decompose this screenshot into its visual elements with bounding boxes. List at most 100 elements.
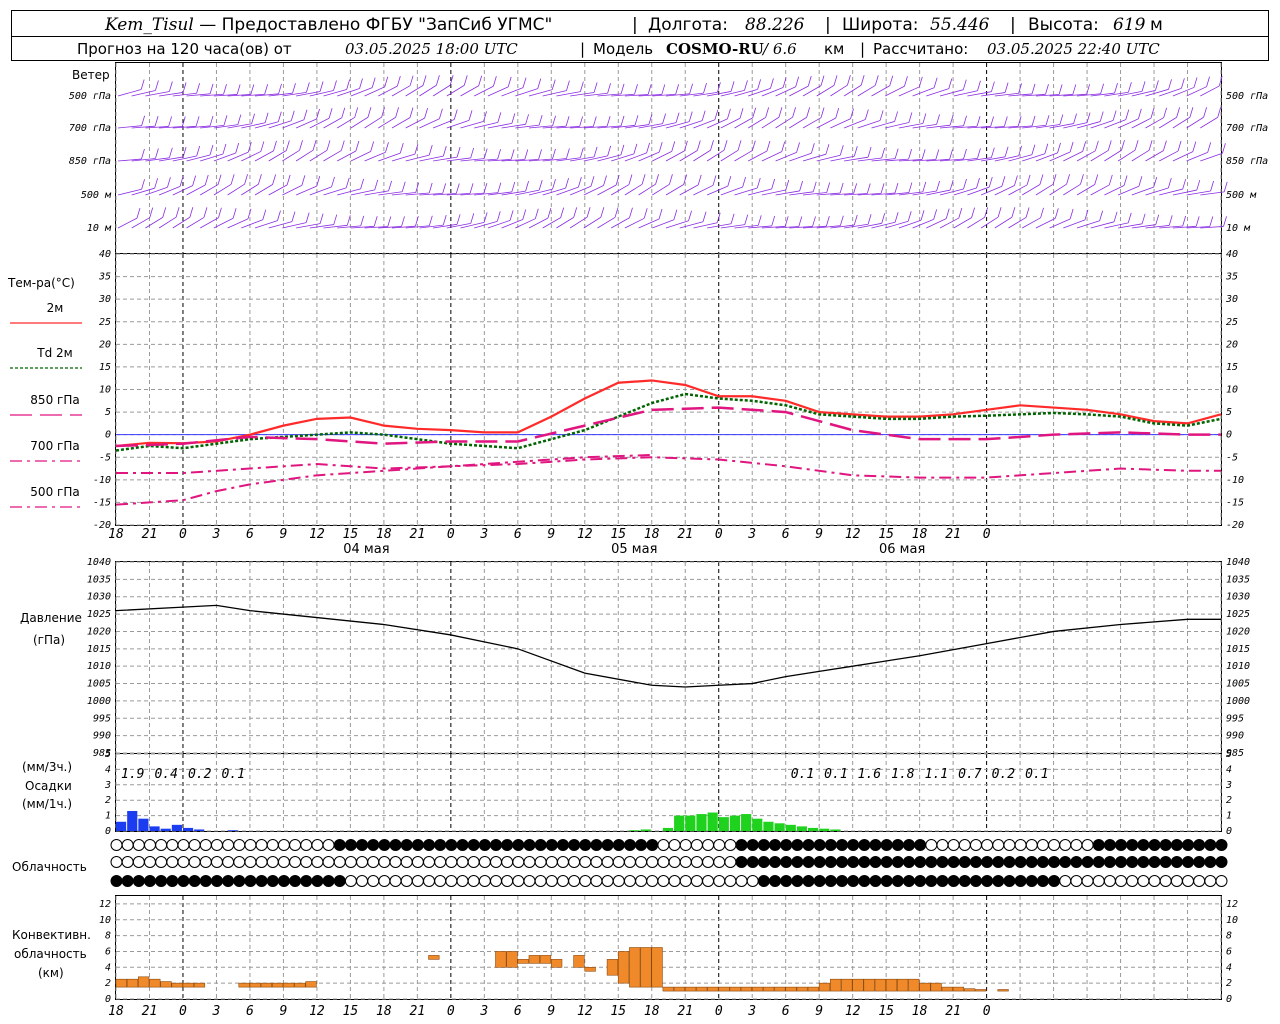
wind-barb bbox=[1063, 219, 1086, 229]
wind-barb bbox=[898, 86, 920, 97]
convective-bar bbox=[740, 986, 753, 992]
cloud-symbol bbox=[1103, 839, 1116, 851]
cloud-symbol bbox=[936, 875, 949, 887]
cloud-symbol bbox=[735, 839, 748, 851]
cloud-symbol bbox=[1115, 856, 1128, 868]
wind-barb-feather bbox=[189, 207, 194, 218]
wind-barb bbox=[885, 85, 905, 97]
wind-barb bbox=[1145, 88, 1169, 97]
wind-barb bbox=[391, 192, 416, 196]
wind-barb-feather bbox=[510, 149, 515, 160]
cloud-symbol bbox=[478, 856, 491, 868]
wind-barb bbox=[515, 218, 536, 229]
cloud-symbol bbox=[322, 839, 335, 851]
conv-ytick-right: 4 bbox=[1226, 962, 1232, 973]
wind-barb-feather bbox=[552, 148, 556, 160]
wind-barb bbox=[296, 91, 321, 97]
cloud-symbol bbox=[244, 839, 257, 851]
cloud-symbol bbox=[746, 856, 759, 868]
wind-barb-feather bbox=[607, 83, 611, 94]
wind-barb-feather bbox=[1182, 215, 1187, 227]
cloud-symbol bbox=[590, 875, 603, 887]
pressure-ytick: 1020 bbox=[87, 626, 111, 637]
wind-barb bbox=[337, 150, 357, 162]
wind-barb bbox=[693, 91, 718, 97]
wind-barb-feather bbox=[1150, 108, 1155, 119]
cloud-symbol bbox=[445, 856, 458, 868]
legend-label: 700 гПа bbox=[30, 439, 79, 453]
cloud-symbol bbox=[579, 875, 592, 887]
cloud-symbol bbox=[489, 856, 502, 868]
temp-ytick-right: 0 bbox=[1226, 430, 1232, 441]
precip-bar bbox=[819, 828, 830, 831]
wind-barb bbox=[117, 158, 142, 162]
cloud-symbol bbox=[266, 875, 279, 887]
wind-barb bbox=[117, 217, 138, 229]
hour-tick-label: 3 bbox=[747, 1004, 756, 1019]
precip-bar bbox=[629, 830, 640, 831]
wind-barb bbox=[1022, 153, 1045, 162]
wind-barb-feather bbox=[401, 181, 406, 192]
wind-barb bbox=[926, 158, 950, 162]
wind-barb bbox=[227, 218, 249, 229]
convective-bar bbox=[171, 982, 183, 988]
cloud-symbol bbox=[657, 856, 670, 868]
wind-barb bbox=[802, 153, 827, 162]
wind-barb-feather bbox=[839, 145, 844, 156]
wind-barb-feather bbox=[538, 149, 542, 160]
cloud-symbol bbox=[690, 839, 703, 851]
legend-label: 500 гПа bbox=[30, 485, 79, 499]
wind-barb bbox=[734, 117, 753, 129]
wind-barb-feather bbox=[1189, 107, 1194, 118]
wind-barb-feather bbox=[730, 213, 735, 224]
wind-barb bbox=[1035, 152, 1058, 162]
wind-barb-feather bbox=[646, 142, 651, 154]
cloud-symbol bbox=[936, 839, 949, 851]
cloud-symbol bbox=[1148, 856, 1161, 868]
wind-title: Ветер bbox=[72, 68, 110, 82]
wind-barb-feather bbox=[346, 79, 351, 90]
cloud-symbol bbox=[121, 875, 134, 887]
precip-bar bbox=[662, 827, 674, 831]
wind-barb-feather bbox=[833, 75, 838, 86]
wind-barb bbox=[857, 85, 876, 97]
wind-barb-feather bbox=[192, 175, 197, 186]
precip-bar bbox=[752, 818, 763, 831]
precip-bar bbox=[774, 823, 785, 831]
forecast-prefix: Прогноз на 120 часа(ов) от bbox=[77, 40, 292, 58]
wind-barb bbox=[350, 151, 371, 162]
wind-barb bbox=[213, 152, 236, 162]
precip-label: 1.8 bbox=[891, 767, 915, 782]
temp-ytick: 30 bbox=[98, 294, 111, 305]
cloud-symbol bbox=[813, 839, 826, 851]
precip-ytick-right: 1 bbox=[1226, 811, 1232, 822]
cloud-symbol bbox=[512, 856, 525, 868]
wind-barb bbox=[158, 185, 181, 196]
cloud-symbol bbox=[244, 856, 257, 868]
wind-barb-feather bbox=[277, 210, 281, 221]
cloud-symbol bbox=[891, 839, 904, 851]
wind-barb-feather bbox=[367, 107, 372, 118]
wind-barb bbox=[542, 187, 566, 196]
wind-barb-feather bbox=[881, 213, 886, 224]
cloud-symbol bbox=[824, 856, 837, 868]
wind-barb bbox=[295, 118, 317, 129]
hour-tick-label: 9 bbox=[280, 527, 288, 542]
hour-tick-label: 21 bbox=[142, 527, 158, 542]
wind-barb bbox=[898, 219, 922, 229]
wind-barb-feather bbox=[264, 84, 269, 95]
wind-barb-feather bbox=[1057, 142, 1061, 153]
wind-barb-feather bbox=[1094, 140, 1099, 151]
convective-bar bbox=[517, 959, 529, 964]
cloud-symbol bbox=[791, 839, 804, 851]
wind-barb-feather bbox=[260, 141, 265, 152]
cloud-symbol bbox=[568, 839, 581, 851]
convective-bar bbox=[193, 982, 206, 988]
wind-barb bbox=[337, 88, 360, 97]
wind-barb bbox=[1159, 225, 1183, 229]
wind-level-label-right: 850 гПа bbox=[1226, 156, 1268, 167]
cloud-symbol bbox=[378, 875, 391, 887]
wind-barb-feather bbox=[799, 180, 803, 192]
wind-barb bbox=[1022, 124, 1047, 129]
wind-barb bbox=[748, 150, 768, 162]
